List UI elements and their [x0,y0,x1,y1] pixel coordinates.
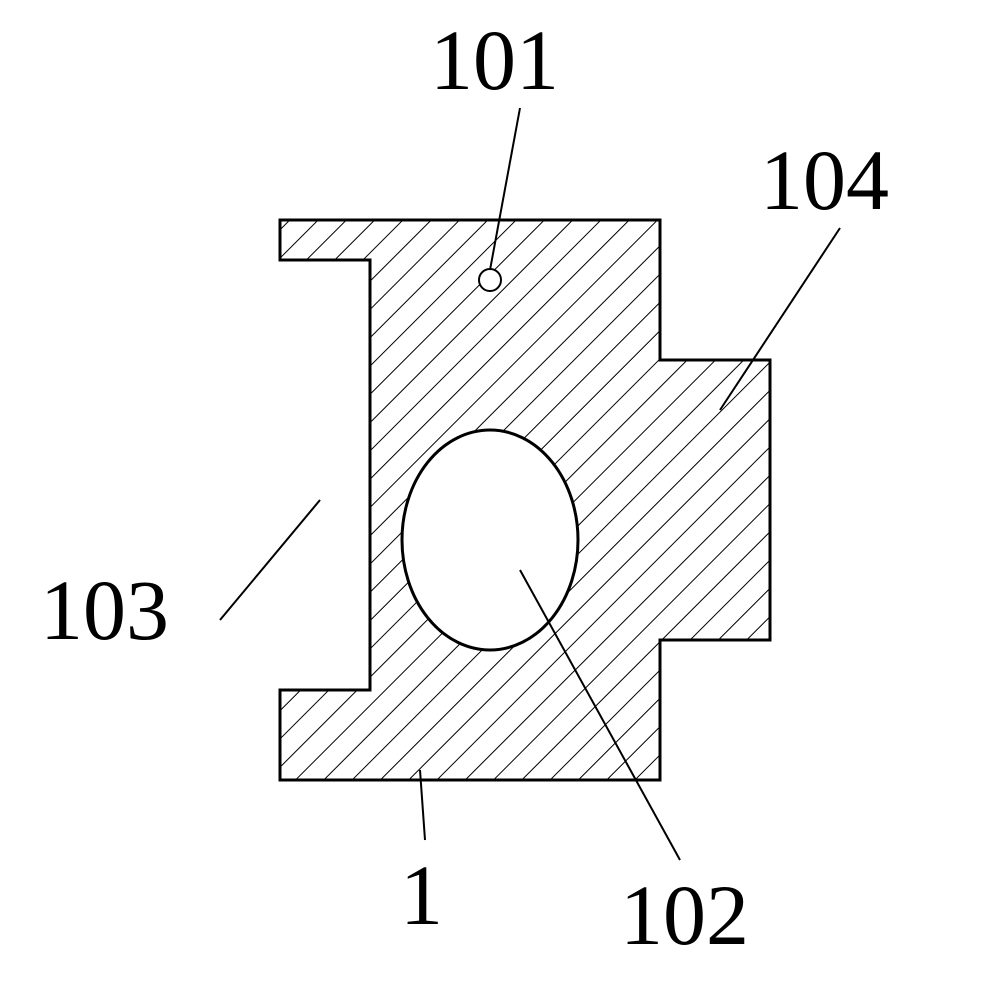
label-104: 104 [760,130,889,230]
label-103: 103 [40,560,169,660]
label-101: 101 [430,10,559,110]
hole-102 [402,430,578,650]
label-102: 102 [620,865,749,965]
hole-101 [479,269,501,291]
diagram-canvas: 101 104 103 1 102 [0,0,1000,985]
label-1: 1 [400,845,443,945]
